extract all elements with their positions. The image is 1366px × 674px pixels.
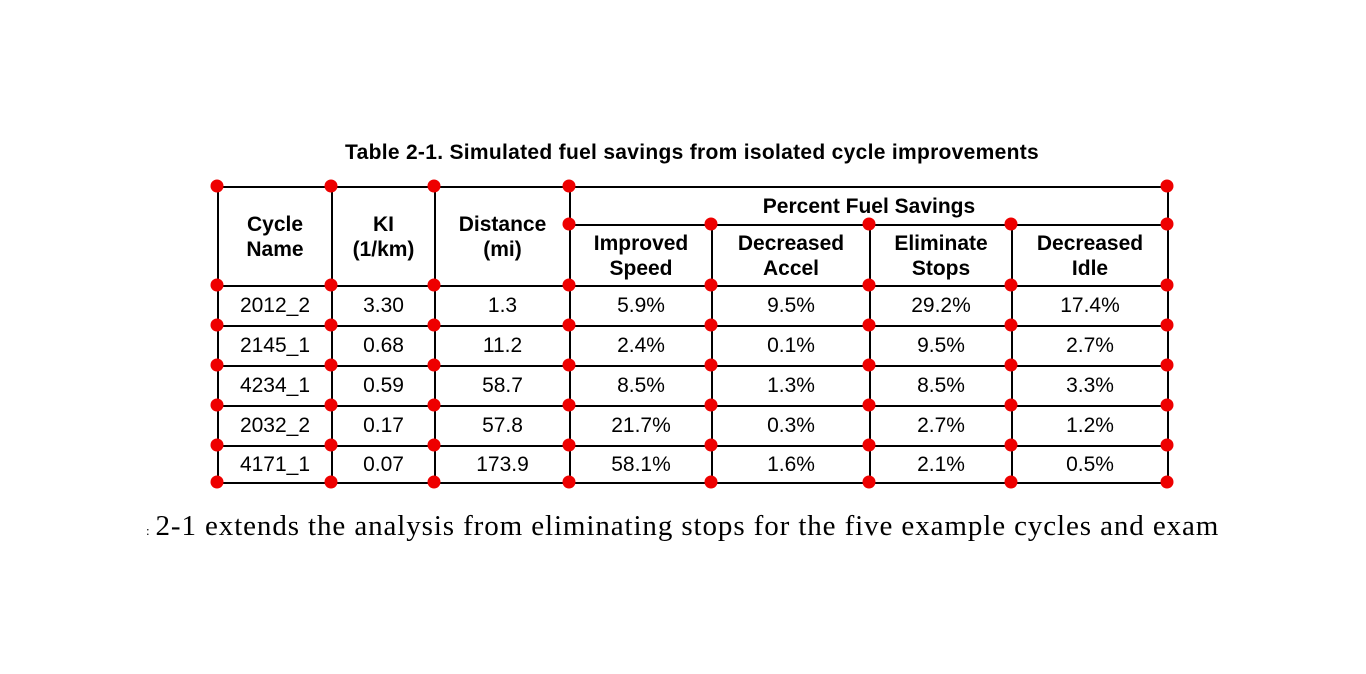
table-cell: 2.4% (569, 325, 713, 367)
table-cell: 21.7% (569, 405, 713, 447)
table-cell: 0.59 (331, 365, 436, 407)
col-header-cycle-name: Cycle Name (217, 186, 333, 287)
col-header-decreased-idle: Decreased Idle (1011, 224, 1169, 287)
table-cell: 57.8 (434, 405, 571, 447)
table-cell: 58.7 (434, 365, 571, 407)
table-cell: 2.1% (869, 445, 1013, 484)
col-header-ki: KI (1/km) (331, 186, 436, 287)
table-cell: 8.5% (569, 365, 713, 407)
table-row: 4171_1 0.07 173.9 58.1% 1.6% 2.1% 0.5% (217, 445, 1169, 484)
table-cell: 0.1% (711, 325, 871, 367)
table-cell: 29.2% (869, 285, 1013, 327)
table-row: 4234_1 0.59 58.7 8.5% 1.3% 8.5% 3.3% (217, 365, 1169, 407)
table-cell: 2.7% (1011, 325, 1169, 367)
table-cell: 0.68 (331, 325, 436, 367)
table-cell: 2.7% (869, 405, 1013, 447)
table-cell: 58.1% (569, 445, 713, 484)
table-cell: 1.6% (711, 445, 871, 484)
col-header-eliminate-stops: Eliminate Stops (869, 224, 1013, 287)
table-row: 2145_1 0.68 11.2 2.4% 0.1% 9.5% 2.7% (217, 325, 1169, 367)
table-cell: 2145_1 (217, 325, 333, 367)
caption-line: :2-1 extends the analysis from eliminati… (0, 510, 1366, 558)
table-row: 2012_2 3.30 1.3 5.9% 9.5% 29.2% 17.4% (217, 285, 1169, 327)
col-header-distance: Distance (mi) (434, 186, 571, 287)
table-body: 2012_2 3.30 1.3 5.9% 9.5% 29.2% 17.4% 2145_1 0.6… (217, 285, 1169, 484)
table-cell: 4171_1 (217, 445, 333, 484)
col-header-decreased-accel: Decreased Accel (711, 224, 871, 287)
table-cell: 2032_2 (217, 405, 333, 447)
table-cell: 1.3% (711, 365, 871, 407)
table-cell: 0.3% (711, 405, 871, 447)
table-title: Table 2-1. Simulated fuel savings from i… (345, 141, 1039, 164)
table-cell: 9.5% (869, 325, 1013, 367)
table-row: 2032_2 0.17 57.8 21.7% 0.3% 2.7% 1.2% (217, 405, 1169, 447)
caption-sentence: 2-1 extends the analysis from eliminatin… (155, 510, 1220, 542)
cropped-character: : (146, 523, 151, 538)
col-group-percent-fuel-savings: Percent Fuel Savings (569, 186, 1169, 226)
table-cell: 17.4% (1011, 285, 1169, 327)
table-cell: 1.2% (1011, 405, 1169, 447)
table-cell: 2012_2 (217, 285, 333, 327)
table-cell: 3.30 (331, 285, 436, 327)
fuel-savings-table: Cycle Name KI (1/km) Distance (mi) Perce… (217, 186, 1169, 484)
table-cell: 173.9 (434, 445, 571, 484)
col-header-improved-speed: Improved Speed (569, 224, 713, 287)
table-cell: 9.5% (711, 285, 871, 327)
table-cell: 8.5% (869, 365, 1013, 407)
table-cell: 0.17 (331, 405, 436, 447)
table-cell: 4234_1 (217, 365, 333, 407)
table-cell: 1.3 (434, 285, 571, 327)
table-cell: 0.5% (1011, 445, 1169, 484)
table-cell: 3.3% (1011, 365, 1169, 407)
table-cell: 11.2 (434, 325, 571, 367)
table-cell: 0.07 (331, 445, 436, 484)
table-cell: 5.9% (569, 285, 713, 327)
